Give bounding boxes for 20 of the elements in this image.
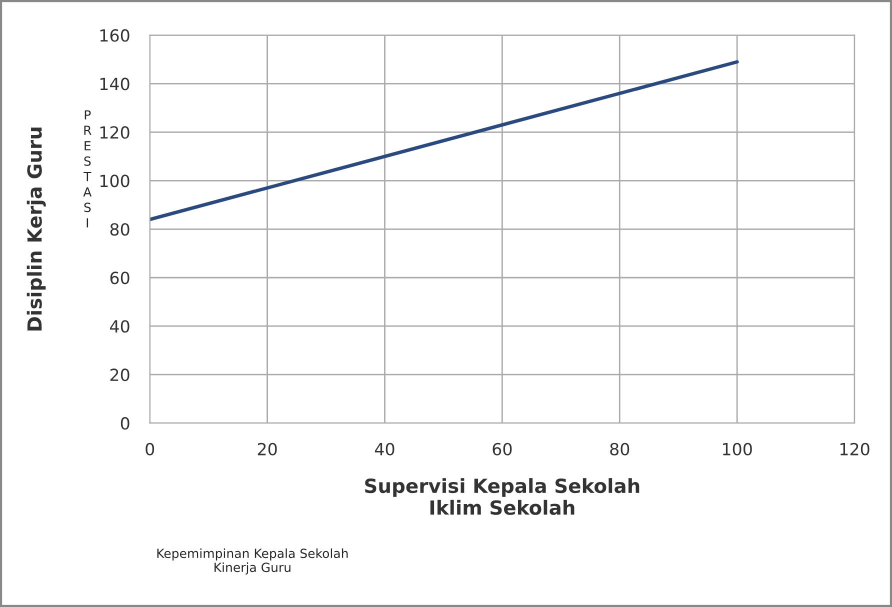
y-tick-label: 140 xyxy=(100,78,130,90)
x-tick-label: 100 xyxy=(723,442,752,456)
y-tick-label: 100 xyxy=(100,174,130,188)
y-tick-label: 20 xyxy=(110,368,130,382)
x-axis-title: Supervisi Kepala Sekolah Iklim Sekolah xyxy=(365,478,640,515)
x-tick-label: 120 xyxy=(840,442,870,456)
x-tick-label: 20 xyxy=(258,442,277,456)
y-tick-label: 160 xyxy=(100,29,130,42)
y-tick-label: 0 xyxy=(120,417,130,430)
y-tick-label: 60 xyxy=(110,272,130,284)
x-tick-label: 80 xyxy=(610,442,630,456)
x-tick-label: 60 xyxy=(492,442,512,456)
text: PRESTASI xyxy=(83,110,92,228)
y-axis-title: Disiplin Kerja Guru xyxy=(26,128,46,330)
y-tick-label: 80 xyxy=(110,223,130,236)
y-tick-label: 120 xyxy=(100,126,130,139)
y-tick-label: 40 xyxy=(110,320,130,333)
text: Kepemimpinan Kepala Sekolah Kinerja Guru xyxy=(157,548,348,575)
x-tick-label: 0 xyxy=(146,442,154,456)
x-tick-label: 40 xyxy=(374,442,394,456)
